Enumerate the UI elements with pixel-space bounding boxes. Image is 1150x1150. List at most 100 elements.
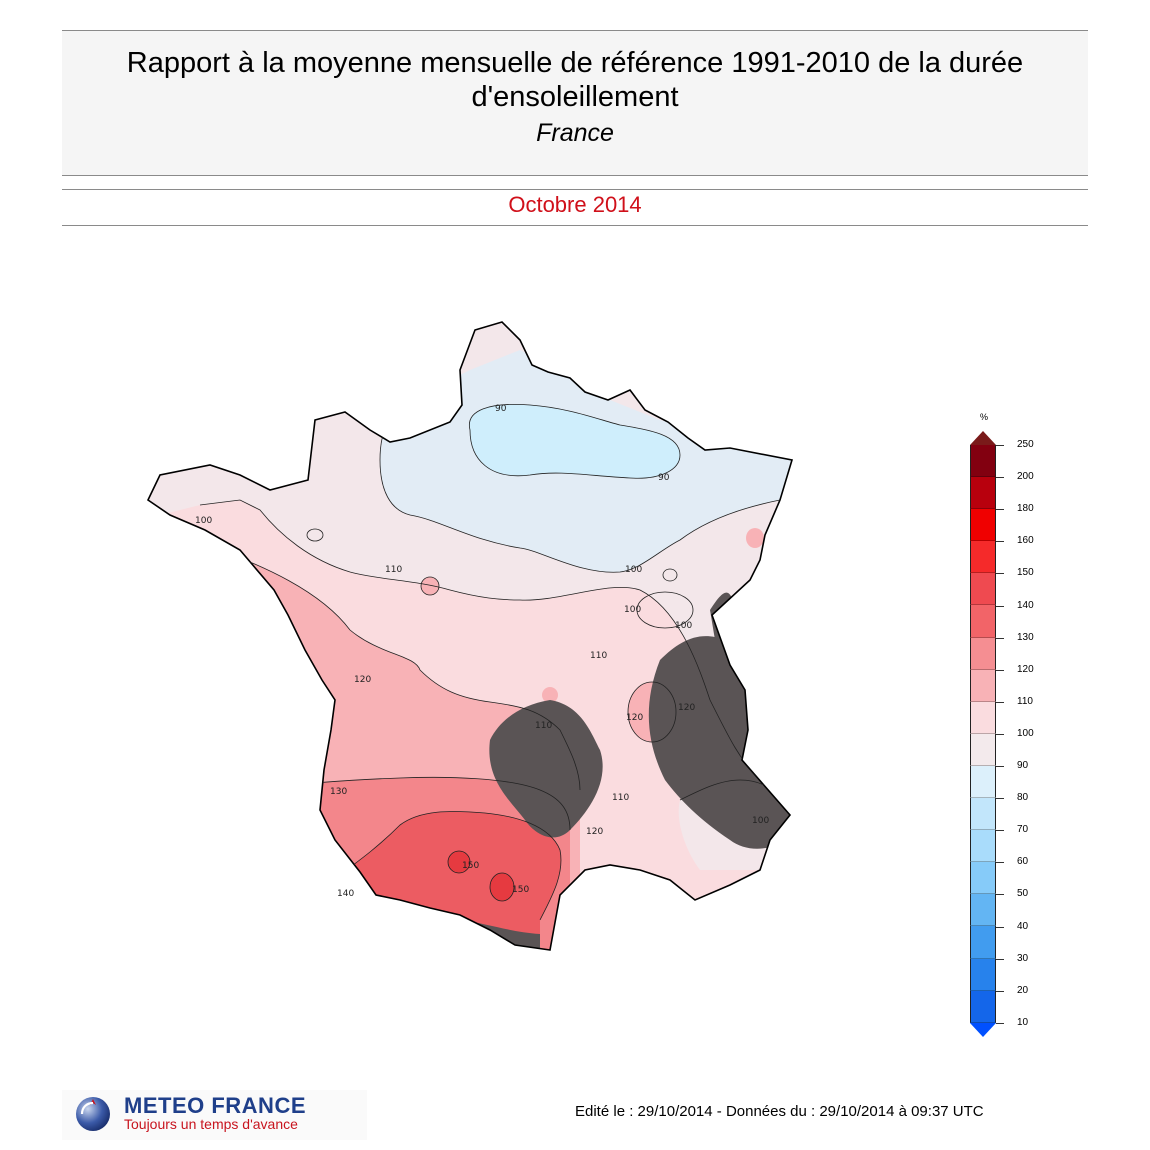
divider-bottom (62, 225, 1088, 226)
legend-tick (996, 894, 1004, 896)
france-sunshine-map: 90 90 100 100 100 100 100 110 110 110 11… (147, 321, 793, 951)
period-label: Octobre 2014 (508, 192, 642, 217)
legend-tick-label: 250 (1017, 439, 1034, 450)
legend-swatch (970, 637, 996, 670)
legend-tick (996, 798, 1004, 800)
legend-swatch (970, 926, 996, 959)
legend-swatch (970, 669, 996, 702)
legend-tick (996, 830, 1004, 832)
legend-cap-top-arrow (970, 431, 996, 445)
legend-tick-label: 90 (1017, 760, 1029, 771)
legend-tick (996, 573, 1004, 575)
legend-tick (996, 637, 1004, 639)
contour-label: 120 (586, 827, 603, 837)
contour-label: 150 (512, 885, 529, 895)
legend-tick (996, 669, 1004, 671)
legend-tick (996, 477, 1004, 479)
legend-swatch (970, 765, 996, 799)
contour-label: 110 (612, 793, 629, 803)
divider-top (62, 189, 1088, 190)
contour-label: 110 (385, 565, 402, 575)
region-subtitle: France (536, 119, 614, 147)
contour-label: 90 (495, 404, 507, 414)
legend-cap-bottom-arrow (970, 1022, 996, 1037)
legend-swatch (970, 990, 996, 1023)
legend-swatch (970, 477, 996, 510)
legend-swatch (970, 798, 996, 831)
legend-tick-label: 70 (1017, 824, 1029, 836)
legend-tick (996, 990, 1004, 992)
legend-tick-label: 130 (1017, 631, 1034, 643)
legend-unit: % (980, 412, 989, 422)
legend-swatch (970, 509, 996, 542)
legend-swatch (970, 445, 996, 478)
legend-swatch (970, 862, 996, 895)
contour-fill-mainland (148, 322, 792, 950)
contour-label: 110 (590, 651, 607, 661)
legend-tick (996, 541, 1004, 543)
legend-swatch (970, 573, 996, 606)
contour-label: 120 (678, 703, 695, 713)
legend-tick-label: 120 (1017, 663, 1034, 675)
page-title-line1: Rapport à la moyenne mensuelle de référe… (126, 47, 1024, 79)
legend-swatch (970, 958, 996, 991)
legend-swatch (970, 605, 996, 638)
contour-label: 100 (625, 565, 642, 575)
legend-tick-label: 40 (1017, 920, 1029, 932)
contour-label: 130 (330, 787, 347, 797)
legend-tick (996, 605, 1004, 607)
legend-swatch (970, 541, 996, 574)
logo-tagline: Toujours un temps d'avance (124, 1116, 298, 1132)
legend-tick (996, 733, 1004, 735)
zone-fill-150-160 (448, 851, 470, 873)
legend-tick-label: 110 (1017, 695, 1033, 707)
contour-label: 150 (462, 861, 479, 871)
contour-value-labels: 90 90 100 100 100 100 100 110 110 110 11… (195, 404, 769, 899)
title-panel: Rapport à la moyenne mensuelle de référe… (62, 30, 1088, 176)
contour-label: 120 (354, 675, 371, 685)
contour-label: 90 (658, 473, 670, 483)
legend-tick-label: 30 (1017, 952, 1029, 964)
contour-label: 100 (195, 516, 212, 526)
legend-tick-label: 150 (1017, 567, 1034, 579)
legend-tick (996, 445, 1004, 446)
legend-tick-label: 50 (1017, 888, 1029, 900)
legend-tick (996, 958, 1004, 960)
contour-label: 140 (337, 889, 354, 899)
legend-tick (996, 1022, 1004, 1024)
logo-name: METEO FRANCE (124, 1093, 306, 1118)
legend-tick-label: 80 (1017, 792, 1029, 804)
legend-tick (996, 509, 1004, 511)
globe-icon (76, 1097, 110, 1131)
zone-fill-150-160 (490, 873, 514, 901)
legend-tick-label: 180 (1017, 503, 1034, 515)
legend-tick (996, 926, 1004, 928)
legend-tick-label: 140 (1017, 599, 1034, 611)
contour-label: 100 (752, 816, 769, 826)
legend-color-bar (970, 445, 996, 1023)
contour-label: 120 (626, 713, 643, 723)
legend-swatch (970, 733, 996, 766)
contour-label: 100 (624, 605, 641, 615)
legend-tick-label: 200 (1017, 471, 1034, 483)
color-scale-legend: % 250 200 180 160 150 140 130 120 110 100 90 80 70 60… (960, 405, 1060, 1045)
legend-swatch (970, 701, 996, 734)
legend-tick (996, 862, 1004, 864)
legend-swatch (970, 830, 996, 863)
zone-fill-120-130 (421, 577, 439, 595)
edition-info: Edité le : 29/10/2014 - Données du : 29/… (575, 1103, 984, 1120)
legend-tick-label: 160 (1017, 535, 1034, 547)
contour-label: 110 (535, 721, 552, 731)
contour-label: 100 (675, 621, 692, 631)
meteo-france-logo: METEO FRANCE Toujours un temps d'avance (62, 1090, 367, 1140)
legend-tick-label: 10 (1017, 1016, 1029, 1028)
legend-tick-label: 100 (1017, 727, 1034, 739)
zone-fill-120-130 (542, 687, 558, 703)
zone-fill-120-130 (746, 528, 764, 548)
legend-tick-label: 20 (1017, 984, 1029, 996)
legend-swatch (970, 894, 996, 927)
legend-tick (996, 766, 1004, 767)
page-title-line2: d'ensoleillement (471, 81, 679, 113)
legend-tick-label: 60 (1017, 856, 1029, 868)
zone-fill-under-90 (469, 404, 680, 479)
